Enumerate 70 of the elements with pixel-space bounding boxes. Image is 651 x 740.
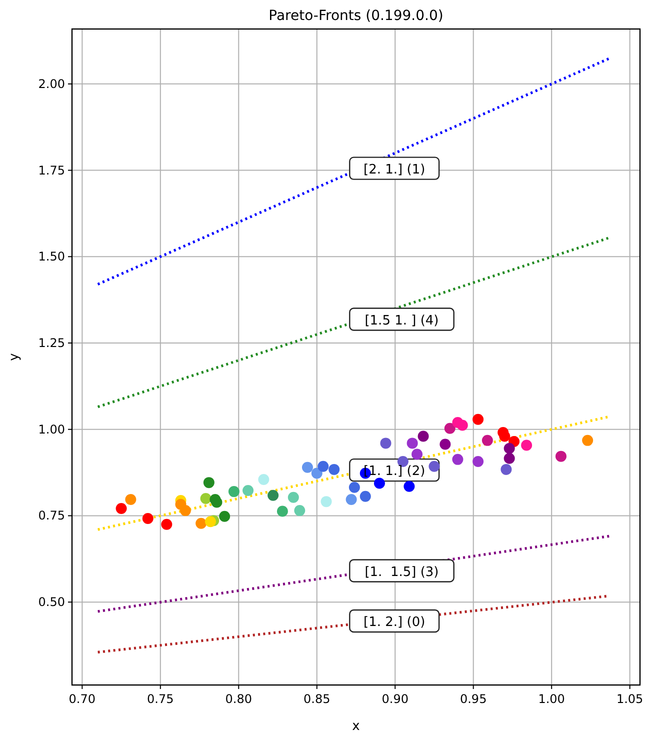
x-tick-label: 0.95 <box>460 692 487 706</box>
point <box>268 490 279 501</box>
point <box>258 474 270 485</box>
point <box>555 450 566 462</box>
point <box>582 434 594 446</box>
point <box>504 452 515 464</box>
point <box>374 478 385 489</box>
y-tick-label: 0.75 <box>38 508 65 523</box>
y-tick-label: 1.25 <box>38 336 65 350</box>
point <box>228 486 240 498</box>
point <box>444 422 456 434</box>
x-tick-label: 0.70 <box>68 692 96 706</box>
point <box>500 464 512 475</box>
point <box>504 442 515 454</box>
y-tick-label: 2.00 <box>38 76 65 91</box>
series-label: [1. 1.5] (3) <box>364 564 439 580</box>
x-tick-label: 0.90 <box>382 692 408 706</box>
point <box>440 438 451 450</box>
point <box>397 456 408 467</box>
point <box>360 490 371 502</box>
x-tick-label: 1.00 <box>538 692 565 706</box>
point <box>294 505 306 516</box>
point <box>288 492 299 503</box>
point <box>406 438 418 449</box>
point <box>380 438 392 449</box>
x-axis-title: x <box>352 719 360 734</box>
point <box>412 448 423 460</box>
point <box>180 505 191 516</box>
point <box>428 460 440 472</box>
point <box>142 512 154 524</box>
y-axis-title: y <box>7 352 22 361</box>
point <box>196 518 207 529</box>
point <box>472 414 484 425</box>
point <box>404 480 415 492</box>
x-tick-label: 0.75 <box>147 692 174 706</box>
point <box>521 440 532 451</box>
series-label: [1. 2.] (0) <box>364 615 426 630</box>
y-tick-label: 1.75 <box>38 163 65 178</box>
point <box>125 494 136 505</box>
point <box>116 502 127 514</box>
point <box>276 506 288 517</box>
x-tick-label: 0.85 <box>304 692 330 706</box>
point <box>242 485 254 496</box>
point <box>318 460 329 472</box>
point <box>200 492 212 504</box>
point <box>482 434 493 446</box>
point <box>204 516 216 528</box>
y-tick-label: 0.50 <box>38 595 65 610</box>
x-tick-label: 0.80 <box>225 692 252 706</box>
point <box>203 477 214 488</box>
point <box>320 496 332 508</box>
point <box>456 420 468 431</box>
point <box>499 430 510 442</box>
series-label: [2. 1.] (1) <box>364 162 426 178</box>
series-label: [1.5 1. ] (4) <box>364 313 439 328</box>
point <box>211 496 222 508</box>
point <box>328 464 340 475</box>
point <box>346 494 357 505</box>
point <box>219 510 230 522</box>
y-tick-label: 1.50 <box>38 250 65 264</box>
x-tick-label: 1.05 <box>616 692 644 706</box>
point <box>161 518 172 530</box>
point <box>302 462 313 473</box>
y-tick-label: 1.00 <box>38 422 65 436</box>
point <box>418 430 429 442</box>
point <box>472 456 484 467</box>
point <box>348 482 360 493</box>
point <box>311 468 322 479</box>
chart-title: Pareto-Fronts (0.199.0.0) <box>268 8 444 24</box>
point <box>452 454 464 465</box>
